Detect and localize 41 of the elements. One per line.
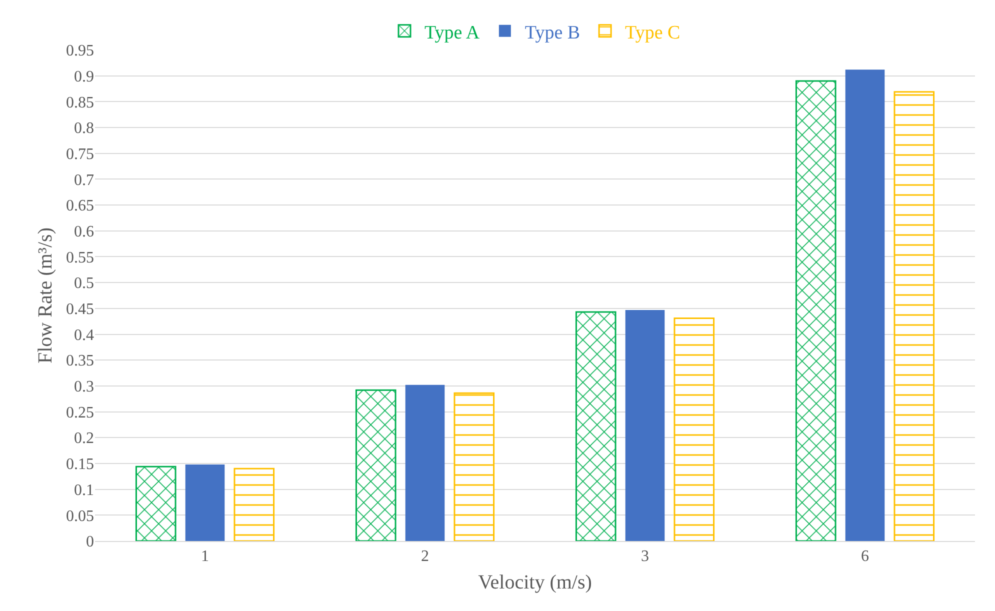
- bar: [845, 70, 885, 541]
- y-tick-label: 0.75: [66, 146, 94, 163]
- y-tick-label: 0.05: [66, 508, 94, 525]
- bar: [795, 80, 836, 541]
- bar: [135, 466, 176, 541]
- x-tick-label: 2: [421, 548, 429, 566]
- y-tick-label: 0.95: [66, 42, 94, 60]
- y-tick-label: 0.9: [74, 68, 94, 86]
- y-tick-label: 0.45: [66, 301, 94, 318]
- y-tick-label: 0.4: [74, 326, 94, 344]
- bar: [575, 311, 616, 541]
- y-tick-label: 0.7: [74, 172, 94, 189]
- legend-label: Type B: [524, 22, 580, 44]
- y-tick-label: 0.2: [74, 430, 94, 448]
- y-tick-label: 0.65: [66, 198, 94, 215]
- y-tick-label: 0.3: [74, 378, 94, 396]
- x-tick-label: 6: [861, 548, 869, 566]
- x-tick-label: 1: [201, 548, 209, 566]
- x-tick-label: 3: [641, 548, 649, 566]
- bar: [185, 464, 225, 541]
- bar: [454, 392, 495, 541]
- y-axis-title: Flow Rate (m³/s): [34, 228, 56, 364]
- x-axis-title: Velocity (m/s): [478, 572, 592, 594]
- y-tick-label: 0.5: [74, 275, 94, 292]
- y-tick-label: 0.8: [74, 120, 94, 138]
- y-tick-label: 0.25: [66, 404, 94, 422]
- bar: [894, 91, 935, 541]
- y-tick-label: 0.35: [66, 352, 94, 370]
- bar: [625, 310, 665, 541]
- bar: [405, 384, 445, 541]
- y-tick-label: 0.15: [66, 456, 94, 474]
- bar: [234, 468, 275, 541]
- y-tick-label: 0.55: [66, 249, 94, 266]
- text: Type C: [625, 22, 680, 44]
- text: Type A: [424, 22, 480, 44]
- bar: [674, 317, 715, 541]
- y-tick-label: 0.1: [74, 482, 94, 499]
- bar: [355, 389, 396, 541]
- y-tick-label: 0.85: [66, 94, 94, 112]
- y-tick-label: 0.6: [74, 223, 94, 240]
- y-tick-label: 0: [86, 534, 94, 551]
